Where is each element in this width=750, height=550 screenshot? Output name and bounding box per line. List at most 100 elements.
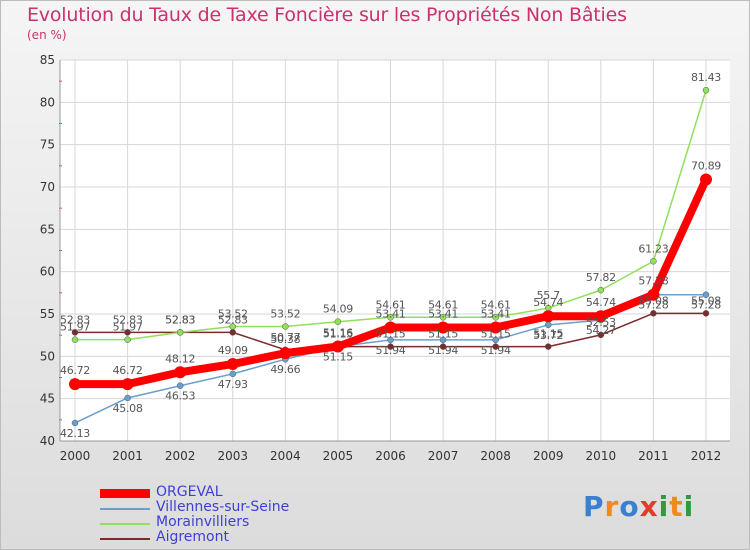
data-point-orgeval <box>331 340 344 353</box>
data-label-villennes-sur-seine: 51.94 <box>376 344 406 357</box>
data-label-aigremont: 52.83 <box>60 313 90 326</box>
y-tick-label: 55 <box>40 307 55 321</box>
data-point-morainvilliers <box>702 86 710 94</box>
data-label-villennes-sur-seine: 42.13 <box>60 427 90 440</box>
data-label-villennes-sur-seine: 49.66 <box>270 363 300 376</box>
data-label-morainvilliers: 54.09 <box>323 303 353 316</box>
y-axis-unit: (en %) <box>27 28 67 42</box>
data-point-villennes-sur-seine <box>387 336 394 344</box>
data-label-villennes-sur-seine: 51.94 <box>481 344 511 357</box>
data-label-aigremont: 52.83 <box>113 313 143 326</box>
x-tick-label: 2010 <box>586 449 617 463</box>
data-point-orgeval <box>489 321 502 334</box>
y-tick-label: 65 <box>40 222 55 236</box>
data-point-orgeval <box>647 288 660 301</box>
data-point-morainvilliers <box>176 329 184 336</box>
data-label-orgeval: 70.89 <box>691 159 721 172</box>
data-point-orgeval <box>700 173 712 186</box>
proxiti-logo: Proxiti <box>583 490 694 523</box>
data-point-orgeval <box>226 358 239 371</box>
data-label-orgeval: 53.41 <box>376 307 406 320</box>
x-tick-label: 2009 <box>533 449 564 463</box>
data-point-villennes-sur-seine <box>229 370 236 378</box>
data-point-morainvilliers <box>439 314 447 321</box>
data-label-orgeval: 53.41 <box>481 307 511 320</box>
data-label-morainvilliers: 54.61 <box>376 298 406 311</box>
data-label-orgeval: 46.72 <box>113 364 143 377</box>
data-label-morainvilliers: 57.82 <box>586 271 616 284</box>
data-point-orgeval <box>542 310 555 323</box>
x-tick-label: 2000 <box>60 449 91 463</box>
data-label-aigremont: 51.15 <box>376 328 406 341</box>
data-label-aigremont: 52.53 <box>586 316 616 329</box>
data-label-morainvilliers: 55.7 <box>537 289 561 302</box>
y-tick-label: 60 <box>40 265 55 279</box>
data-label-villennes-sur-seine: 57.28 <box>691 299 721 312</box>
data-label-aigremont: 55.08 <box>691 294 721 307</box>
data-label-aigremont: 52.83 <box>165 313 195 326</box>
legend-swatch-orgeval <box>100 489 150 498</box>
legend-label-aigremont: Aigremont <box>156 529 229 545</box>
y-tick-label: 85 <box>40 53 55 67</box>
chart-title: Evolution du Taux de Taxe Foncière sur l… <box>27 4 627 26</box>
data-point-orgeval <box>279 347 292 360</box>
data-point-orgeval <box>69 378 81 391</box>
data-label-morainvilliers: 53.52 <box>218 308 248 321</box>
data-point-villennes-sur-seine <box>439 336 447 344</box>
data-label-morainvilliers: 52.83 <box>165 313 195 326</box>
data-point-villennes-sur-seine <box>124 394 131 402</box>
data-point-morainvilliers <box>229 323 236 330</box>
data-point-orgeval <box>437 321 450 334</box>
data-label-morainvilliers: 51.97 <box>60 321 90 334</box>
logo-letter: x <box>639 490 659 523</box>
data-label-orgeval: 49.09 <box>218 344 248 357</box>
data-point-morainvilliers <box>334 318 342 325</box>
data-label-morainvilliers: 54.61 <box>481 298 511 311</box>
y-tick-label: 80 <box>40 95 55 109</box>
logo-letter: i <box>658 490 670 523</box>
logo-letter: t <box>669 490 684 523</box>
data-label-orgeval: 48.12 <box>165 352 195 365</box>
y-tick-label: 70 <box>40 180 55 194</box>
y-tick-label: 40 <box>40 434 55 448</box>
data-label-villennes-sur-seine: 51.94 <box>428 344 458 357</box>
data-label-villennes-sur-seine: 46.53 <box>165 390 195 403</box>
y-tick-label: 75 <box>40 138 55 152</box>
x-tick-label: 2003 <box>217 449 248 463</box>
data-point-aigremont <box>71 329 79 336</box>
data-point-aigremont <box>545 343 552 350</box>
x-tick-label: 2006 <box>375 449 406 463</box>
legend-swatch-morainvilliers <box>100 523 150 525</box>
logo-letter: o <box>619 490 640 523</box>
data-label-orgeval: 50.38 <box>270 333 300 346</box>
data-label-orgeval: 57.28 <box>638 275 668 288</box>
legend-swatch-villennes <box>100 508 150 510</box>
data-label-aigremont: 51.15 <box>481 328 511 341</box>
data-label-villennes-sur-seine: 57.28 <box>638 299 668 312</box>
data-label-orgeval: 46.72 <box>60 364 90 377</box>
data-point-aigremont <box>439 343 447 350</box>
y-tick-label: 50 <box>40 349 55 363</box>
y-tick-label: 45 <box>40 392 55 406</box>
data-point-aigremont <box>492 343 499 350</box>
data-point-morainvilliers <box>387 314 394 321</box>
legend-label-orgeval: ORGEVAL <box>156 484 223 500</box>
data-label-villennes-sur-seine: 54.27 <box>586 324 616 337</box>
x-tick-label: 2011 <box>638 449 669 463</box>
data-label-orgeval: 54.74 <box>586 296 616 309</box>
legend-label-villennes: Villennes-sur-Seine <box>156 499 290 515</box>
data-point-villennes-sur-seine <box>492 336 499 344</box>
data-label-aigremont: 50.77 <box>270 331 300 344</box>
x-tick-label: 2004 <box>270 449 301 463</box>
data-point-villennes-sur-seine <box>71 419 79 427</box>
logo-letter: P <box>583 490 605 523</box>
data-point-orgeval <box>384 321 397 334</box>
legend-label-morainvilliers: Morainvilliers <box>156 514 250 530</box>
data-point-orgeval <box>594 310 607 323</box>
data-label-aigremont: 51.15 <box>428 328 458 341</box>
logo-letter: i <box>683 490 695 523</box>
data-label-morainvilliers: 61.23 <box>638 242 668 255</box>
data-point-aigremont <box>597 331 605 339</box>
data-label-villennes-sur-seine: 45.08 <box>113 402 143 415</box>
